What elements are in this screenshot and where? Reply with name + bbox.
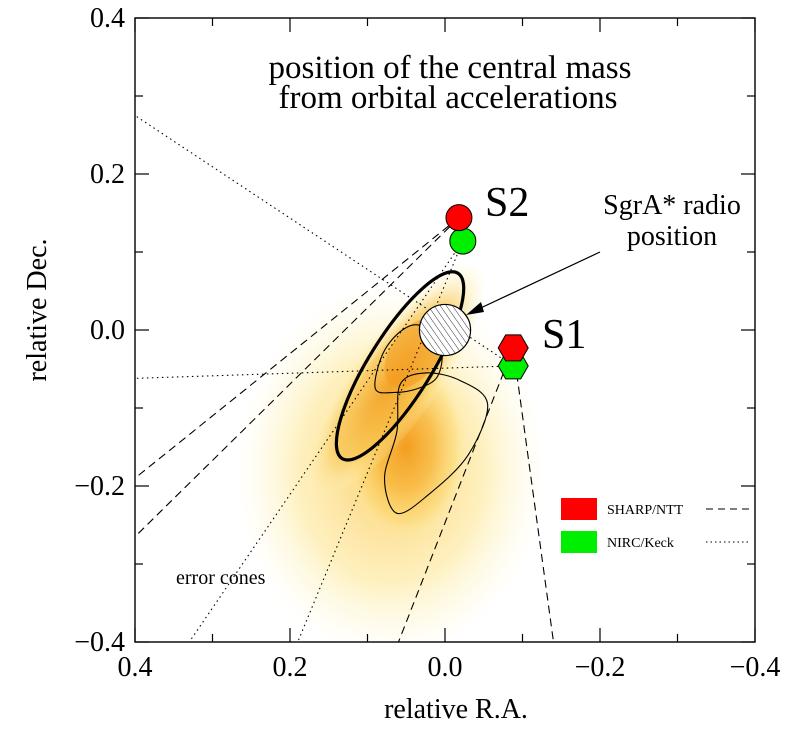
marker-s1-sharp — [497, 334, 529, 362]
axis-ticks — [134, 17, 756, 643]
cone-dashed-1 — [135, 217, 460, 538]
error-cones-label: error cones — [176, 567, 266, 589]
cone-dotted-1 — [297, 240, 464, 642]
y-tick-label: 0.0 — [90, 315, 125, 346]
legend-item-sharp: SHARP/NTT — [561, 498, 750, 520]
contour-thin-large — [383, 372, 489, 515]
legend-swatch-sharp — [561, 498, 597, 520]
y-tick-label: 0.2 — [90, 159, 125, 190]
y-tick-label: −0.2 — [74, 471, 125, 502]
cone-dotted-3 — [135, 365, 514, 379]
chart-title-line1: position of the central mass — [269, 50, 632, 86]
label-s1: S1 — [542, 312, 586, 358]
legend-swatch-nirc — [561, 531, 597, 553]
x-tick-label: 0.2 — [273, 652, 308, 683]
tick-labels: 0.40.20.0−0.2−0.40.4 0.2 0.0 −0.2 −0.4 — [74, 3, 780, 683]
legend-label-sharp: SHARP/NTT — [607, 503, 684, 518]
chart-title-line2: from orbital accelerations — [278, 80, 617, 116]
cone-dashed-2 — [397, 347, 514, 642]
x-tick-label: −0.4 — [730, 652, 781, 683]
contour-thick — [334, 270, 466, 462]
x-tick-label: −0.2 — [575, 652, 626, 683]
marker-s2-nirc — [449, 227, 477, 255]
y-axis-label: relative Dec. — [22, 238, 53, 381]
star-markers — [445, 204, 529, 380]
label-s2: S2 — [485, 180, 529, 226]
cone-dashed-0 — [135, 217, 460, 479]
cone-dashed-3 — [512, 347, 555, 642]
x-tick-label: 0.0 — [428, 652, 463, 683]
sgra-label-line1: SgrA* radio — [603, 190, 741, 221]
sgra-label-line2: position — [627, 221, 717, 252]
legend-item-nirc: NIRC/Keck — [561, 531, 750, 553]
marker-s2-sharp — [445, 204, 473, 232]
y-tick-label: 0.4 — [90, 3, 125, 34]
legend-label-nirc: NIRC/Keck — [607, 536, 674, 551]
legend: SHARP/NTT NIRC/Keck — [561, 498, 750, 553]
sgra-circle — [418, 303, 472, 357]
probability-density — [235, 265, 546, 642]
cone-dotted-0 — [188, 240, 464, 642]
x-axis-label: relative R.A. — [384, 694, 528, 725]
sgra-marker — [418, 303, 472, 357]
sgra-arrow — [466, 251, 601, 315]
y-tick-label: −0.4 — [74, 627, 125, 658]
x-tick-label: 0.4 — [118, 652, 153, 683]
